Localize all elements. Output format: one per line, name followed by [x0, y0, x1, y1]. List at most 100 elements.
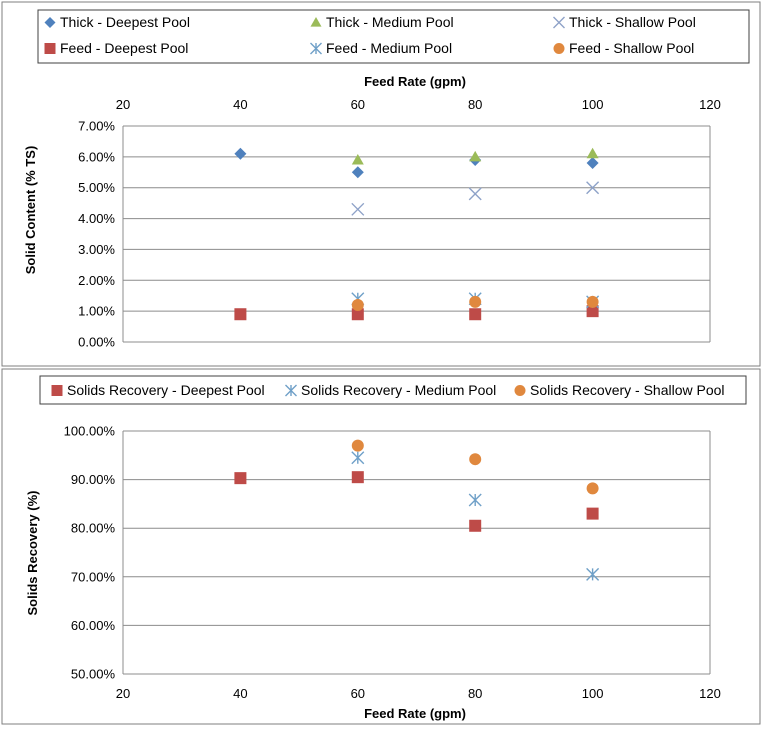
chart-1-data-point — [351, 202, 365, 216]
chart-2-x-tick-label: 20 — [116, 686, 130, 701]
chart-2-data-point — [586, 567, 600, 581]
chart-2-legend-item: Solids Recovery - Medium Pool — [285, 382, 496, 398]
chart-2-x-tick-label: 80 — [468, 686, 482, 701]
chart-2-x-tick-label: 60 — [351, 686, 365, 701]
chart-2-series-solids-recovery-deepest-pool — [234, 471, 599, 532]
chart-2-x-ticks: 20 40 60 80 100 120 — [116, 686, 721, 701]
chart-2-legend-label: Solids Recovery - Shallow Pool — [530, 382, 725, 398]
chart-2-data-point — [586, 507, 599, 520]
chart-1-x-tick-label: 60 — [351, 97, 365, 112]
chart-1-legend-marker — [553, 16, 565, 29]
chart-2-legend-label: Solids Recovery - Medium Pool — [301, 382, 496, 398]
chart-2-y-ticks: 50.00% 60.00% 70.00% 80.00% 90.00% 100.00% — [64, 424, 116, 682]
chart-1-y-tick-label: 6.00% — [78, 149, 115, 164]
chart-2-gridlines — [122, 430, 711, 675]
chart-1-data-point — [234, 147, 247, 160]
chart-1-x-tick-label: 100 — [582, 97, 604, 112]
chart-2-data-point — [469, 519, 482, 532]
chart-1-gridlines — [122, 125, 711, 343]
chart-2-series-solids-recovery-shallow-pool — [351, 439, 599, 495]
chart-1-x-tick-label: 80 — [468, 97, 482, 112]
chart-1-y-tick-label: 0.00% — [78, 335, 115, 350]
chart-2-data-point — [351, 451, 365, 465]
chart-1-legend: Thick - Deepest Pool Thick - Medium Pool T… — [44, 14, 696, 56]
chart-1-legend-item: Feed - Shallow Pool — [553, 40, 694, 56]
chart-2-series-solids-recovery-medium-pool — [351, 451, 600, 581]
chart-2-x-tick-label: 120 — [699, 686, 721, 701]
chart-1-data-point — [586, 147, 599, 159]
chart-1-legend-item: Thick - Medium Pool — [310, 14, 454, 30]
chart-1-legend-marker — [44, 43, 56, 54]
chart-1-data-point — [351, 308, 364, 321]
chart-2-y-tick-label: 70.00% — [71, 569, 116, 584]
chart-1-data-point — [351, 153, 364, 165]
chart-1-legend-item: Feed - Deepest Pool — [44, 40, 188, 56]
chart-2-points — [234, 439, 600, 581]
chart-1-data-point — [586, 305, 599, 318]
chart-1-legend-marker — [553, 43, 565, 54]
chart-2-y-tick-label: 50.00% — [71, 667, 116, 682]
chart-1-legend-box — [37, 9, 750, 64]
chart-1-data-point — [469, 308, 482, 321]
chart-2-legend-box — [39, 375, 747, 405]
chart-1-series-feed-deepest-pool — [234, 305, 599, 321]
chart-2-data-point — [469, 453, 482, 466]
chart-1-legend-marker — [310, 42, 322, 55]
chart-2-legend: Solids Recovery - Deepest Pool Solids Rec… — [51, 382, 725, 398]
chart-1-data-point — [351, 166, 364, 179]
chart-2-x-axis-title: Feed Rate (gpm) — [364, 706, 466, 721]
chart-1-data-point — [469, 295, 482, 308]
chart-2: Solids Recovery - Deepest Pool Solids Rec… — [1, 368, 761, 725]
chart-2-legend-marker — [285, 384, 297, 397]
chart-2-y-tick-label: 60.00% — [71, 618, 116, 633]
chart-1-legend-label: Thick - Shallow Pool — [569, 14, 696, 30]
chart-1-series-thick-shallow-pool — [351, 181, 600, 216]
chart-2-legend-item: Solids Recovery - Deepest Pool — [51, 382, 265, 398]
chart-2-y-tick-label: 90.00% — [71, 472, 116, 487]
chart-1-data-point — [469, 150, 482, 162]
chart-1-legend-label: Thick - Deepest Pool — [60, 14, 190, 30]
chart-1-data-point — [586, 181, 600, 195]
chart-2-y-axis-title: Solids Recovery (%) — [25, 491, 40, 616]
chart-1-y-tick-label: 5.00% — [78, 180, 115, 195]
chart-1-y-tick-label: 2.00% — [78, 273, 115, 288]
chart-1-x-tick-label: 40 — [233, 97, 247, 112]
chart-1-data-point — [351, 298, 364, 311]
chart-1-y-ticks: 0.00% 1.00% 2.00% 3.00% 4.00% 5.00% 6.00% 7.00% — [78, 119, 115, 350]
chart-2-x-tick-label: 100 — [582, 686, 604, 701]
chart-1-y-tick-label: 4.00% — [78, 211, 115, 226]
chart-1-legend-marker — [44, 17, 56, 28]
chart-1-legend-label: Feed - Shallow Pool — [569, 40, 694, 56]
chart-1-data-point — [468, 187, 482, 201]
chart-1: Thick - Deepest Pool Thick - Medium Pool T… — [1, 1, 761, 367]
chart-1-y-tick-label: 7.00% — [78, 119, 115, 134]
chart-1-data-point — [586, 157, 599, 170]
chart-1-series-thick-medium-pool — [351, 147, 599, 165]
chart-2-frame — [1, 368, 761, 725]
chart-1-x-axis-title: Feed Rate (gpm) — [364, 74, 466, 89]
chart-2-x-tick-label: 40 — [233, 686, 247, 701]
chart-1-points — [234, 147, 600, 321]
chart-2-data-point — [468, 493, 482, 507]
chart-2-data-point — [234, 472, 247, 485]
chart-1-x-tick-label: 120 — [699, 97, 721, 112]
chart-1-data-point — [586, 295, 599, 308]
chart-1-x-tick-label: 20 — [116, 97, 130, 112]
chart-1-y-axis-title: Solid Content (% TS) — [23, 146, 38, 275]
chart-1-legend-item: Thick - Shallow Pool — [553, 14, 696, 30]
chart-1-legend-item: Feed - Medium Pool — [310, 40, 452, 56]
chart-1-legend-marker — [310, 17, 322, 27]
chart-1-y-tick-label: 1.00% — [78, 304, 115, 319]
chart-2-data-point — [351, 471, 364, 484]
chart-2-legend-label: Solids Recovery - Deepest Pool — [67, 382, 265, 398]
chart-1-data-point — [234, 308, 247, 321]
chart-2-data-point — [351, 439, 364, 452]
chart-2-legend-item: Solids Recovery - Shallow Pool — [514, 382, 725, 398]
chart-2-y-tick-label: 100.00% — [64, 424, 116, 439]
chart-1-series-feed-shallow-pool — [351, 295, 599, 311]
chart-1-legend-label: Thick - Medium Pool — [326, 14, 454, 30]
chart-2-y-tick-label: 80.00% — [71, 521, 116, 536]
chart-1-legend-label: Feed - Medium Pool — [326, 40, 452, 56]
chart-1-x-ticks: 20 40 60 80 100 120 — [116, 97, 721, 112]
